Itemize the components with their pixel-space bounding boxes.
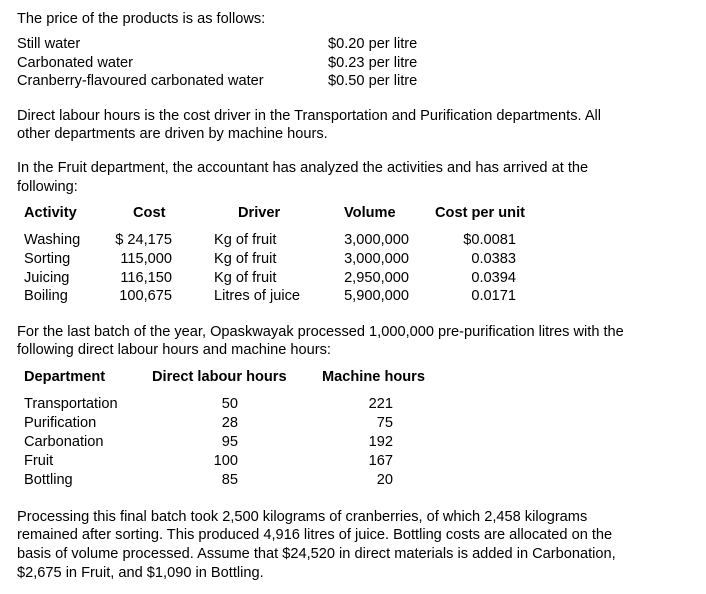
drivers-paragraph-line: Direct labour hours is the cost driver i… [17, 108, 602, 124]
price-intro: The price of the products is as follows: [17, 11, 266, 27]
activity-cell-cost: 100,675 [119, 288, 172, 305]
price-product: Cranberry-flavoured carbonated water [17, 73, 264, 89]
price-product: Still water [17, 36, 81, 52]
department-cell-direct-labour-hours: 85 [221, 471, 238, 488]
activity-cell-cost-per-unit: 0.0394 [471, 269, 516, 286]
activity-cell-volume: 2,950,000 [344, 269, 409, 286]
price-value: $0.20 per litre [328, 36, 418, 52]
header-cost: Cost [133, 205, 166, 221]
fruit-paragraph-line: In the Fruit department, the accountant … [17, 160, 589, 176]
activity-cell-driver: Kg of fruit [214, 250, 277, 267]
department-cell-machine-hours: 192 [368, 433, 393, 450]
activity-cell-volume: 3,000,000 [344, 250, 409, 267]
activity-cell-cost: 115,000 [120, 250, 172, 267]
department-cell-direct-labour-hours: 50 [221, 396, 238, 412]
activity-cell-cost-per-unit: $0.0081 [463, 232, 516, 248]
activity-cell-cost-per-unit: 0.0383 [471, 250, 516, 267]
header-activity: Activity [24, 205, 77, 221]
processing-paragraph-line: $2,675 in Fruit, and $1,090 in Bottling. [17, 565, 264, 581]
price-value: $0.23 per litre [328, 55, 418, 71]
processing-paragraph-line: remained after sorting. This produced 4,… [17, 527, 613, 543]
department-cell-direct-labour-hours: 100 [213, 452, 238, 469]
processing-paragraph-line: basis of volume processed. Assume that $… [17, 546, 616, 562]
department-cell-department: Transportation [24, 396, 118, 412]
activity-cell-volume: 3,000,000 [344, 232, 409, 248]
activity-cell-activity: Washing [24, 232, 81, 248]
header-direct-labour-hours: Direct labour hours [152, 369, 287, 385]
activity-cell-cost-per-unit: 0.0171 [471, 288, 516, 305]
department-cell-machine-hours: 20 [376, 471, 393, 488]
department-cell-direct-labour-hours: 95 [221, 433, 238, 450]
batch-paragraph-line: For the last batch of the year, Opaskway… [17, 324, 624, 340]
activity-cell-driver: Kg of fruit [214, 269, 277, 286]
activity-cell-cost: 116,150 [120, 269, 172, 286]
department-cell-machine-hours: 221 [368, 396, 393, 412]
header-machine-hours: Machine hours [322, 369, 425, 385]
activity-cell-activity: Sorting [24, 250, 71, 267]
department-cell-machine-hours: 75 [376, 414, 393, 431]
header-department: Department [24, 369, 106, 385]
fruit-paragraph-line: following: [17, 179, 78, 195]
activity-cell-activity: Boiling [24, 288, 68, 305]
header-volume: Volume [344, 205, 396, 221]
activity-cell-cost: $ 24,175 [115, 232, 172, 248]
department-cell-department: Carbonation [24, 433, 104, 450]
department-cell-direct-labour-hours: 28 [221, 414, 238, 431]
price-value: $0.50 per litre [328, 73, 418, 89]
processing-paragraph-line: Processing this final batch took 2,500 k… [17, 509, 588, 525]
header-driver: Driver [238, 205, 281, 221]
department-cell-department: Bottling [24, 471, 73, 488]
header-cost-per-unit: Cost per unit [435, 205, 525, 221]
department-cell-department: Purification [24, 414, 97, 431]
activity-cell-driver: Litres of juice [214, 288, 300, 305]
department-cell-department: Fruit [24, 452, 54, 469]
activity-cell-driver: Kg of fruit [214, 232, 277, 248]
department-cell-machine-hours: 167 [368, 452, 393, 469]
price-product: Carbonated water [17, 55, 134, 71]
drivers-paragraph-line: other departments are driven by machine … [17, 126, 328, 142]
activity-cell-activity: Juicing [24, 269, 70, 286]
batch-paragraph-line: following direct labour hours and machin… [17, 342, 331, 358]
activity-cell-volume: 5,900,000 [344, 288, 409, 305]
